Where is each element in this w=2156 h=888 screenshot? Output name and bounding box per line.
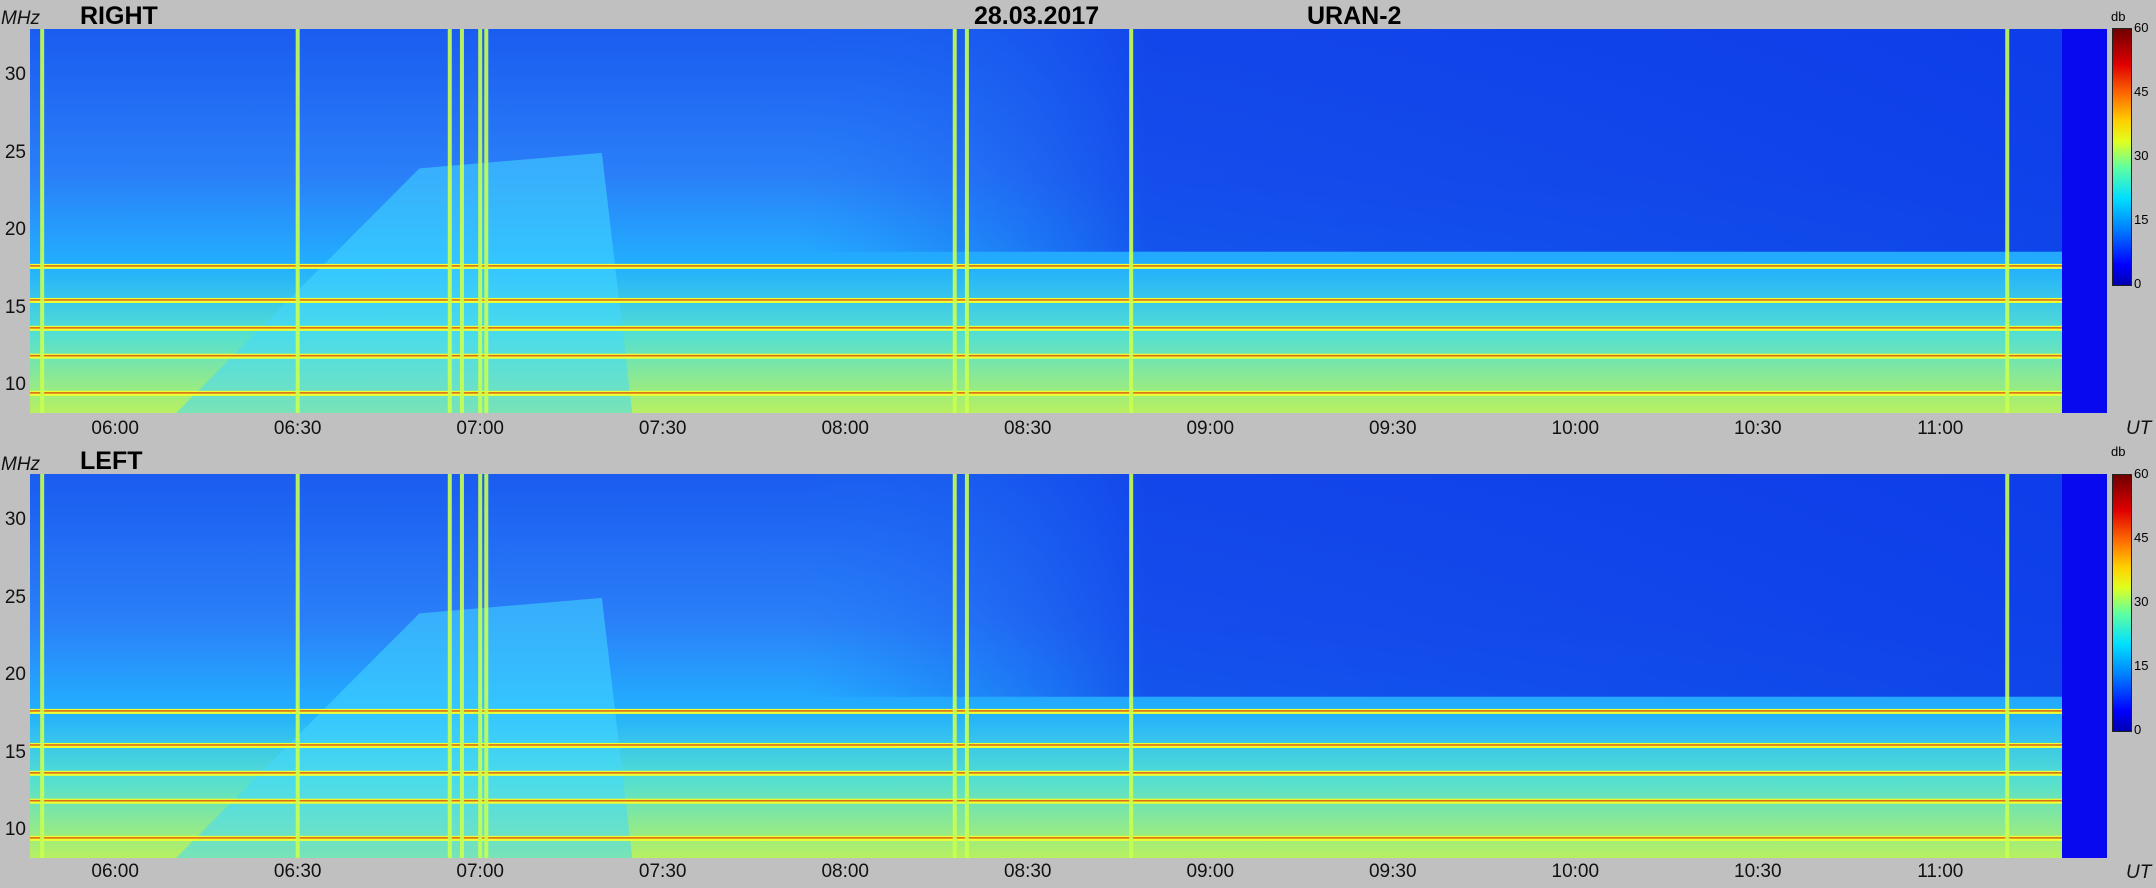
colorbar-tick-label: 30 (2134, 148, 2149, 163)
interference-line-core (30, 799, 2062, 802)
interference-line-core (30, 265, 2062, 267)
colorbar-tick-label: 0 (2134, 276, 2142, 291)
spectrogram-right (30, 29, 2062, 413)
noise-floor-band (2062, 474, 2107, 858)
x-tick-label: 09:00 (1186, 418, 1235, 439)
y-tick-label: 30 (4, 64, 26, 86)
burst-line (952, 474, 957, 858)
quiet-band-region (30, 29, 2062, 252)
interference-line-core (30, 772, 2062, 774)
colorbar-tick-label: 30 (2134, 594, 2149, 609)
x-tick-label: 06:00 (91, 861, 139, 882)
colorbar-tick-label: 60 (2134, 20, 2149, 35)
x-tick-label: 11:00 (1917, 861, 1964, 882)
burst-line (459, 29, 464, 413)
y-tick-label: 25 (4, 586, 26, 608)
diffuse-emission (176, 152, 633, 413)
y-tick-label: 10 (4, 374, 26, 396)
noise-floor-band (2062, 29, 2107, 413)
spectrogram-left (30, 474, 2062, 858)
burst-line (964, 474, 969, 858)
y-tick-label: 20 (4, 664, 26, 686)
x-tick-label: 10:30 (1734, 418, 1782, 439)
burst-line (478, 474, 483, 858)
interference-line-core (30, 710, 2062, 712)
x-tick-label: 10:00 (1551, 418, 1600, 439)
colorbar (2112, 474, 2132, 732)
left-panel: MHz LEFT 30 25 20 15 10 06:00 06:30 07:00 07:30… (0, 444, 2156, 888)
burst-line (459, 474, 464, 858)
x-tick-label: 08:00 (821, 861, 869, 882)
burst-line (447, 474, 452, 858)
interference-line-core (30, 744, 2062, 746)
burst-line (2005, 474, 2010, 858)
panel-title-left: LEFT (80, 447, 143, 475)
instrument-label: URAN-2 (1307, 2, 1402, 30)
panel-title-right: RIGHT (80, 2, 158, 30)
interference-line-core (30, 299, 2062, 301)
burst-line (478, 29, 483, 413)
x-tick-label: 10:00 (1551, 861, 1600, 882)
y-tick-label: 15 (4, 296, 26, 318)
y-tick-label: 20 (4, 219, 26, 241)
burst-line (484, 29, 489, 413)
burst-line (2005, 29, 2010, 413)
x-tick-label: 07:00 (456, 418, 504, 439)
colorbar-tick-label: 45 (2134, 530, 2149, 545)
interference-line-core (30, 354, 2062, 357)
x-tick-label: 08:30 (1003, 418, 1052, 439)
colorbar-unit: db (2111, 444, 2126, 459)
x-tick-label: 07:30 (638, 861, 687, 882)
interference-line-core (30, 837, 2062, 839)
burst-line (1129, 29, 1134, 413)
x-tick-label: 11:00 (1917, 418, 1964, 439)
x-tick-label: 06:00 (91, 418, 139, 439)
y-tick-label: 10 (4, 819, 26, 841)
x-tick-label: 10:30 (1734, 861, 1782, 882)
x-tick-label: 09:30 (1368, 418, 1417, 439)
x-tick-label: 06:30 (273, 861, 322, 882)
y-tick-label: 15 (4, 741, 26, 763)
colorbar-unit: db (2111, 9, 2126, 24)
x-tick-label: 07:30 (638, 418, 687, 439)
x-tick-label: 09:30 (1368, 861, 1417, 882)
burst-line (484, 474, 489, 858)
burst-line (1129, 474, 1134, 858)
x-tick-label: 06:30 (273, 418, 322, 439)
diffuse-emission (176, 597, 633, 858)
burst-line (447, 29, 452, 413)
burst-line (40, 474, 45, 858)
colorbar-tick-label: 45 (2134, 84, 2149, 99)
colorbar-tick-label: 15 (2134, 658, 2149, 673)
colorbar-tick-label: 0 (2134, 722, 2142, 737)
quiet-band-region (30, 474, 2062, 697)
colorbar-tick-label: 15 (2134, 212, 2149, 227)
x-tick-label: 08:00 (821, 418, 869, 439)
burst-line (295, 474, 300, 858)
y-tick-label: 25 (4, 141, 26, 163)
x-tick-label: 08:30 (1003, 861, 1052, 882)
burst-line (952, 29, 957, 413)
date-label: 28.03.2017 (974, 2, 1100, 30)
y-unit-label: MHz (1, 454, 41, 475)
colorbar-tick-label: 60 (2134, 466, 2149, 481)
x-unit-label: UT (2126, 862, 2152, 883)
burst-line (295, 29, 300, 413)
y-tick-label: 30 (4, 509, 26, 531)
burst-line (964, 29, 969, 413)
x-tick-label: 09:00 (1186, 861, 1235, 882)
burst-line (40, 29, 45, 413)
interference-line-core (30, 392, 2062, 394)
x-unit-label: UT (2126, 418, 2152, 439)
colorbar (2112, 28, 2132, 286)
right-panel: MHz RIGHT 30 25 20 15 10 06:00 06:30 07:00 07:3… (1, 2, 2152, 439)
interference-line-core (30, 327, 2062, 329)
x-tick-label: 07:00 (456, 861, 504, 882)
y-unit-label: MHz (1, 8, 41, 29)
